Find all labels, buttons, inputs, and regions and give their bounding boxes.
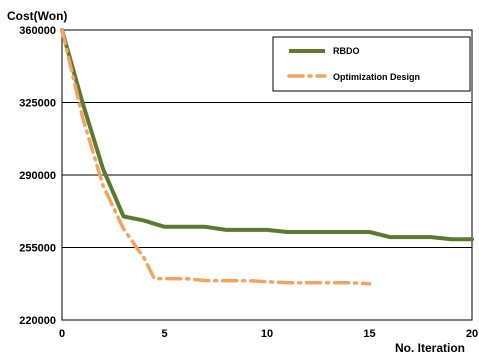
plot-area-frame [61,29,473,321]
series-line-rbdo [60,28,474,242]
series-layer [60,28,474,286]
x-tick-label: 5 [161,328,167,340]
series-line-optimization-design [60,28,372,286]
legend-box [272,36,471,92]
x-tick-label: 20 [466,328,478,340]
legend-label-rbdo: RBDO [333,46,360,56]
y-tick-label: 290000 [19,170,56,182]
x-axis-title: No. Iteration [395,341,465,355]
y-tick-label: 220000 [19,315,56,327]
gridlines [62,102,472,248]
y-tick-labels: 220000 255000 290000 325000 360000 [19,25,56,327]
y-tick-label: 255000 [19,243,56,255]
y-tick-label: 325000 [19,98,56,110]
y-axis-title: Cost(Won) [7,9,67,23]
x-tick-label: 15 [363,328,375,340]
legend-label-optimization-design: Optimization Design [333,72,420,82]
legend: RBDO Optimization Design [272,36,471,92]
x-tick-label: 10 [261,328,273,340]
y-tick-label: 360000 [19,25,56,37]
x-tick-labels: 0 5 10 15 20 [59,328,478,340]
x-tick-label: 0 [59,328,65,340]
